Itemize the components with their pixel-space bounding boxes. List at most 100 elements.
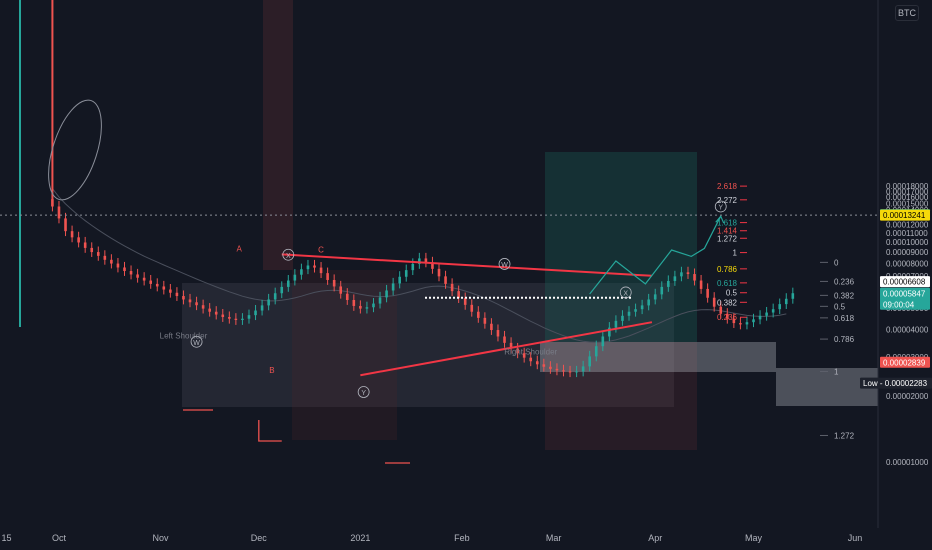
wave-marker-circle [714,200,727,213]
candle-body [57,206,61,219]
candle-body [640,305,644,310]
x-tick-label: Nov [153,533,170,543]
trendline [281,253,653,277]
y-tick-label: 0.00016000 [886,193,929,202]
candle-body [745,322,749,325]
abc-bracket [258,420,282,442]
candle-body [300,269,303,275]
moving-average-line [52,188,787,343]
candle-body [686,272,690,275]
candle-body [706,288,709,298]
x-tick-label: Apr [648,533,662,543]
candle-body [70,231,74,238]
wave-marker-label: W [193,340,200,347]
candle-body [293,274,297,281]
candle-body [110,259,113,264]
candle-body [621,315,624,321]
candle-body [699,280,703,289]
fib-level-label: 1 [834,367,839,376]
fib-level-label: 1.272 [717,234,738,243]
candle-body [234,318,238,321]
price-tag-label: 0.00006608 [883,278,926,287]
y-tick-label: 0.00001000 [886,458,929,467]
candle-body [712,297,716,307]
candle-body [345,293,349,300]
candle-body [221,314,225,318]
projection-path [589,215,722,295]
wave-marker-circle [282,248,295,261]
x-tick-label: 2021 [350,533,370,543]
candle-body [752,319,755,323]
candle-body [778,304,782,310]
fib-level-label: 1.414 [717,227,738,236]
wave-marker-label: X [286,253,291,260]
fib-level-label: 0.236 [717,313,738,322]
price-tag-countdown: 09:00:04 [883,300,915,309]
fib-level-label: 1.618 [717,219,738,228]
candle-body [765,312,768,316]
candle-body [123,267,126,272]
candle-body [516,348,519,354]
trendline [360,321,653,377]
candle-body [660,286,664,295]
candle-body [581,366,585,372]
candle-body [627,311,631,316]
candle-body [470,304,474,312]
x-tick-label: Dec [251,533,268,543]
candle-body [529,357,533,362]
x-tick-label: Jun [848,533,863,543]
candle-body [522,353,526,358]
candle-body [241,318,244,321]
y-tick-label: 0.00004000 [886,326,929,335]
wave-marker-circle [190,335,203,348]
fib-level-label: 0.5 [834,302,846,311]
candle-body [260,305,264,311]
y-tick-label: 0.00015000 [886,199,929,208]
candle-body [791,293,795,299]
candle-body [477,311,480,318]
quote-currency-label[interactable]: BTC [895,5,919,21]
candle-body [365,307,369,309]
candle-body [549,366,552,369]
candle-body [568,371,572,373]
candle-body [404,270,408,277]
candle-body [273,293,277,300]
candle-body [378,297,382,304]
highlight-ellipse [48,99,102,201]
projection-arrow [715,215,725,224]
candle-body [267,299,270,306]
candle-body [398,276,401,284]
fib-level-label: 0.786 [834,335,855,344]
red-zone-lower [292,270,397,440]
candle-body [359,305,362,309]
candle-body [680,272,683,277]
candle-body [653,294,657,300]
candle-body [195,302,198,306]
y-tick-label: 0.00002000 [886,392,929,401]
candle-body [562,370,565,372]
candle-body [214,311,218,315]
stop-zone [545,342,697,450]
x-tick-label: Feb [454,533,470,543]
candle-body [332,279,336,287]
candle-body [483,317,487,324]
candle-body [136,274,139,278]
candle-body [667,280,670,287]
candle-body [509,342,513,349]
x-tick-label: 15 [2,533,12,543]
fib-level-label: 0.5 [726,289,738,298]
x-tick-label: Oct [52,533,67,543]
fib-box-upper [540,342,776,372]
candle-body [64,218,67,232]
y-tick-label: 0.00012000 [886,221,929,230]
candle-body [90,247,94,253]
price-tag [880,287,930,310]
candle-body [188,299,192,303]
candle-body [431,262,434,269]
candle-body [162,286,166,290]
candle-body [719,306,723,314]
y-tick-label: 0.00011000 [886,229,928,238]
fib-level-label: 2.618 [717,182,738,191]
